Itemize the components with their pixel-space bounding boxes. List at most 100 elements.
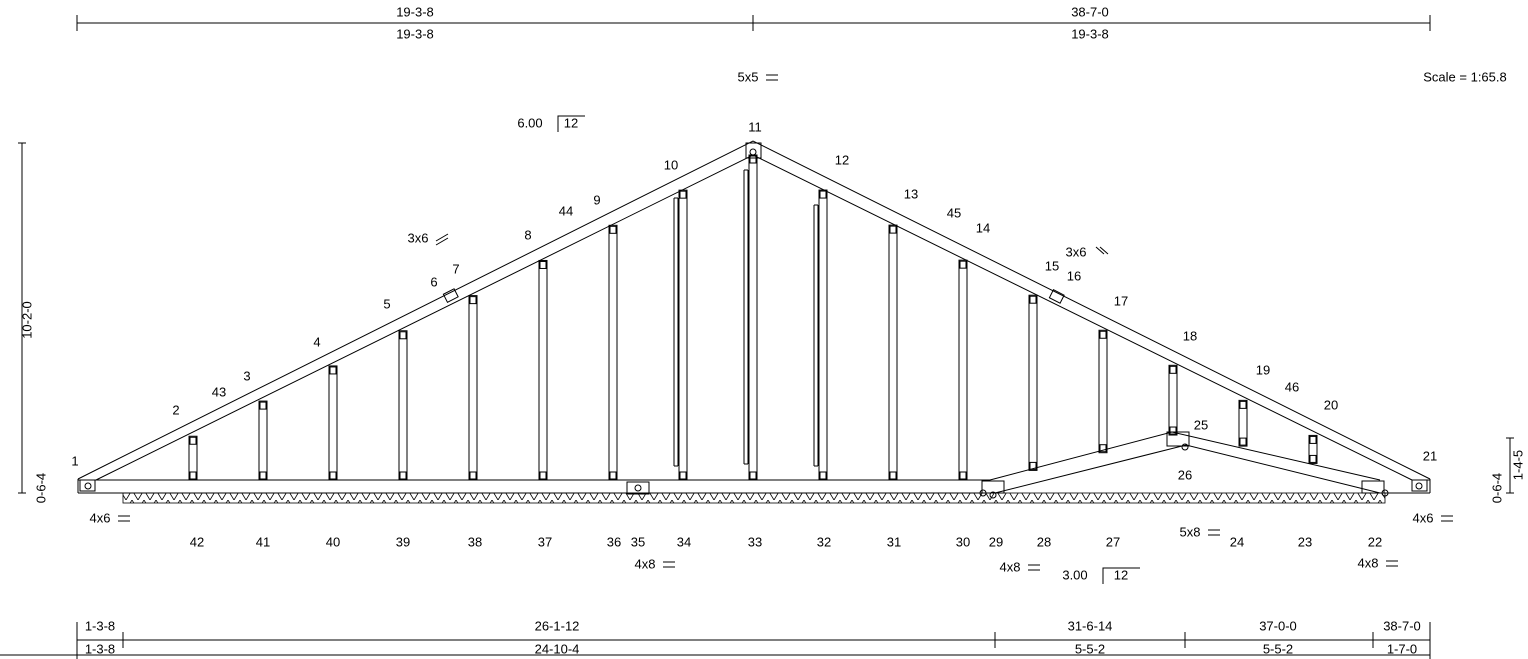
web-plate — [1029, 295, 1037, 304]
node-number: 22 — [1368, 534, 1382, 549]
node-number: 16 — [1067, 268, 1081, 283]
top-dimension: 19-3-8 — [396, 4, 434, 19]
web — [1168, 364, 1178, 436]
web-plate — [679, 190, 687, 199]
web-plate — [539, 471, 547, 480]
web-plate — [609, 471, 617, 480]
top-dimension: 38-7-0 — [1071, 4, 1109, 19]
node-number: 3 — [243, 368, 250, 383]
web-plate — [259, 471, 267, 480]
scale: Scale = 1:65.8 — [1423, 69, 1506, 84]
node-number: 26 — [1178, 467, 1192, 482]
top-dimension: 19-3-8 — [1071, 26, 1109, 41]
web-plate — [679, 471, 687, 480]
node-number: 33 — [748, 534, 762, 549]
web-plate — [1239, 400, 1247, 409]
node-number: 38 — [468, 534, 482, 549]
bottom-dimension: 31-6-14 — [1068, 618, 1113, 633]
pitch-run: 12 — [1114, 567, 1128, 582]
node-number: 17 — [1114, 293, 1128, 308]
node-number: 28 — [1037, 534, 1051, 549]
plate-symbol — [1095, 246, 1105, 255]
web — [398, 330, 408, 481]
node-number: 4 — [313, 334, 320, 349]
node-number: 44 — [559, 203, 573, 218]
plate-label: 3x6 — [408, 230, 429, 245]
web — [188, 435, 198, 481]
web — [328, 365, 338, 481]
node-number: 36 — [607, 534, 621, 549]
web-plate — [1029, 461, 1037, 470]
web-plate — [819, 471, 827, 480]
web — [468, 295, 478, 481]
node-number: 27 — [1106, 534, 1120, 549]
web-plate — [959, 260, 967, 269]
bottom-dimension: 26-1-12 — [535, 618, 580, 633]
bottom-dimension: 1-3-8 — [85, 618, 115, 633]
web-plate — [1239, 437, 1247, 446]
web-plate — [889, 471, 897, 480]
plate-label: 4x8 — [1358, 555, 1379, 570]
plate-label: 4x8 — [1000, 559, 1021, 574]
node-number: 10 — [664, 157, 678, 172]
dimension-lines — [0, 15, 1514, 659]
labels: 19-3-8 38-7-0 19-3-8 19-3-8 1-3-8 26-1-12 31-6… — [19, 4, 1525, 656]
web-plate — [469, 296, 477, 305]
top-dimension: 19-3-8 — [396, 26, 434, 41]
web-plate — [819, 190, 827, 199]
bottom-dimension: 1-3-8 — [85, 641, 115, 656]
web-plate — [539, 260, 547, 269]
node-number: 25 — [1194, 417, 1208, 432]
heel-dimension: 0-6-4 — [1489, 473, 1504, 503]
node-number: 8 — [524, 227, 531, 242]
web-plate — [1099, 330, 1107, 339]
pitch-rise: 3.00 — [1062, 567, 1087, 582]
web — [1308, 434, 1318, 464]
node-number: 45 — [947, 205, 961, 220]
web-plate — [399, 331, 407, 340]
node-number: 14 — [976, 220, 990, 235]
node-number: 23 — [1298, 534, 1312, 549]
node-number: 42 — [190, 534, 204, 549]
node-number: 34 — [677, 534, 691, 549]
web-plate — [609, 225, 617, 234]
web-plate — [749, 471, 757, 480]
plate-symbol — [435, 233, 449, 242]
plate-symbols — [118, 74, 1453, 571]
heel-dimension: 0-6-4 — [33, 473, 48, 503]
node-number: 37 — [538, 534, 552, 549]
truss-webs — [188, 154, 1318, 481]
web-plate — [469, 471, 477, 480]
node-number: 32 — [817, 534, 831, 549]
web-plate — [1309, 435, 1317, 444]
node-number: 46 — [1285, 379, 1299, 394]
web — [818, 189, 828, 481]
plate-label: 5x8 — [1180, 524, 1201, 539]
web-plate — [259, 401, 267, 410]
web-plate — [189, 471, 197, 480]
node-number: 20 — [1324, 397, 1338, 412]
web — [608, 224, 618, 481]
web-plate — [889, 225, 897, 234]
node-number: 19 — [1256, 362, 1270, 377]
web — [1028, 294, 1038, 471]
pitch-boxes — [557, 115, 1140, 584]
plate-symbol — [1099, 246, 1109, 255]
node-number: 12 — [835, 152, 849, 167]
web-plate — [959, 471, 967, 480]
node-number: 9 — [593, 192, 600, 207]
web — [958, 259, 968, 481]
node-number: 39 — [396, 534, 410, 549]
bearing — [122, 492, 1386, 504]
node-number: 40 — [326, 534, 340, 549]
pitch-rise: 6.00 — [517, 115, 542, 130]
web-plate — [1169, 365, 1177, 374]
web-plate — [1099, 444, 1107, 453]
web-plate — [749, 155, 757, 164]
web-plate — [1169, 426, 1177, 435]
node-number: 7 — [452, 261, 459, 276]
plate-label: 3x6 — [1066, 244, 1087, 259]
node-number: 1 — [71, 453, 78, 468]
node-number: 41 — [256, 534, 270, 549]
